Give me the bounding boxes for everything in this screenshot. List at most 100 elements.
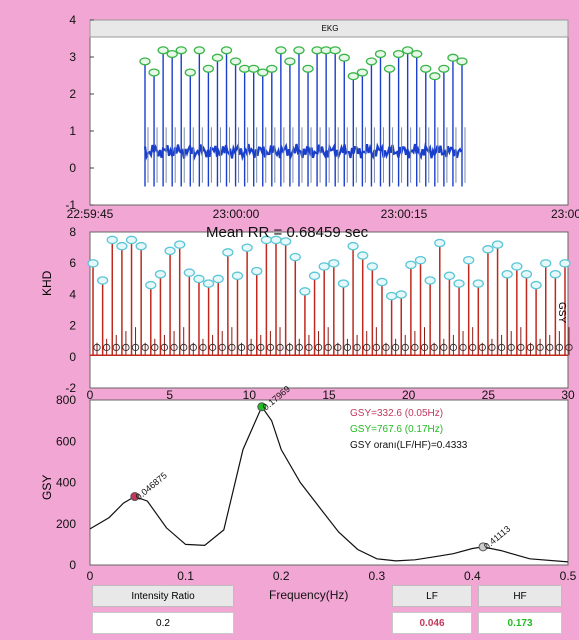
rr-baseline-marker [228, 343, 236, 352]
rr-baseline-marker [363, 343, 371, 352]
rr-baseline-marker [565, 343, 573, 352]
rr-peak-marker [501, 269, 513, 279]
spectrum-ylabel: GSY [40, 474, 54, 500]
rr-baseline-marker [420, 343, 429, 352]
ekg-r-peak-marker [447, 53, 459, 62]
ekg-ytick: 3 [69, 50, 76, 64]
ekg-r-peak-marker [302, 64, 314, 73]
ekg-r-peak-marker [193, 46, 205, 55]
rr-peak-marker [385, 291, 398, 301]
spectrum-xtick: 0.4 [464, 569, 481, 583]
ekg-r-peak-marker [157, 46, 169, 55]
rr-baseline-marker [131, 343, 140, 352]
rr-peak-marker [463, 255, 475, 265]
ekg-xtick: 23:00:15 [381, 207, 428, 221]
rr-peak-marker [549, 269, 562, 279]
rr-peak-marker [106, 235, 118, 245]
rr-baseline-marker [199, 343, 207, 352]
ekg-r-peak-marker [383, 64, 396, 73]
ekg-title: EKG [321, 24, 339, 33]
ekg-r-peak-marker [248, 64, 260, 73]
rr-xtick: 0 [87, 388, 94, 402]
rr-baseline-marker [286, 343, 294, 352]
rr-baseline-marker [218, 343, 226, 352]
spectrum-xtick: 0.3 [368, 569, 385, 583]
rr-baseline-marker [102, 343, 111, 352]
spectrum-xtick: 0.5 [560, 569, 577, 583]
rr-baseline-marker [401, 343, 409, 352]
rr-ytick: 0 [69, 350, 76, 364]
rr-peak-marker [135, 241, 147, 251]
rr-baseline-marker [170, 343, 178, 352]
rr-peak-marker [174, 240, 186, 249]
rr-peak-marker [453, 279, 465, 288]
spectrum-xtick: 0 [87, 569, 94, 583]
rr-baseline-marker [180, 343, 188, 352]
ekg-r-peak-marker [356, 68, 369, 77]
rr-peak-marker [222, 248, 234, 257]
ekg-r-peak-marker [392, 49, 405, 59]
rr-peak-marker [318, 262, 330, 271]
rr-baseline-marker [305, 343, 313, 352]
ekg-r-peak-marker [284, 57, 296, 66]
ekg-r-peak-marker [266, 64, 278, 73]
rr-baseline-marker [314, 343, 323, 352]
rr-peak-marker [241, 243, 253, 252]
rr-baseline-marker [372, 343, 380, 352]
rr-peak-marker [357, 251, 369, 260]
rr-plot-area [89, 231, 569, 389]
rr-xtick: 30 [561, 388, 575, 402]
rr-peak-marker [405, 260, 417, 270]
rr-peak-marker [154, 269, 167, 279]
rr-baseline-marker [112, 343, 120, 352]
rr-peak-marker [347, 241, 359, 251]
ekg-baseline-trace [143, 142, 463, 162]
rr-ytick: 6 [69, 256, 76, 270]
rr-baseline-marker [343, 343, 352, 352]
rr-peak-marker [328, 259, 340, 268]
rr-baseline-marker [295, 343, 303, 352]
rr-baseline-marker [440, 343, 448, 352]
rr-baseline-marker [469, 343, 477, 352]
rr-baseline-marker [276, 343, 284, 352]
rr-baseline-marker [478, 343, 486, 352]
rr-baseline-marker [411, 343, 419, 352]
rr-peak-marker [96, 276, 109, 285]
ekg-r-peak-marker [139, 57, 151, 66]
ekg-r-peak-marker [211, 53, 224, 62]
ekg-r-peak-marker [166, 49, 178, 59]
spectrum-ytick: 400 [56, 476, 76, 490]
rr-peak-marker [116, 241, 128, 251]
rr-peak-marker [395, 290, 407, 299]
hf-value: 0.173 [478, 612, 562, 634]
ekg-r-peak-marker [329, 46, 341, 55]
ekg-r-peak-marker [374, 49, 387, 59]
rr-peak-marker [434, 238, 446, 248]
rr-baseline-marker [237, 343, 246, 352]
spectrum-peak-marker [478, 542, 488, 552]
rr-baseline-marker [334, 343, 342, 352]
rr-baseline-marker [93, 343, 101, 352]
ekg-r-peak-marker [293, 46, 305, 55]
rr-peak-marker [251, 266, 263, 276]
ekg-xtick: 23:00 [551, 207, 579, 221]
rr-peak-marker [511, 262, 523, 271]
rr-peak-marker [491, 240, 504, 249]
ekg-xtick: 22:59:45 [67, 207, 114, 221]
rr-right-label: GSY [556, 302, 567, 324]
rr-xtick: 20 [402, 388, 416, 402]
ekg-r-peak-marker [257, 68, 269, 77]
rr-xtick: 25 [482, 388, 496, 402]
hf-header: HF [478, 585, 562, 607]
ekg-r-peak-marker [148, 68, 160, 77]
rr-baseline-marker [526, 343, 535, 352]
ekg-r-peak-marker [347, 72, 359, 81]
spectrum-ytick: 200 [56, 517, 76, 531]
ekg-r-peak-marker [402, 46, 414, 55]
rr-baseline-marker [488, 343, 496, 352]
rr-ytick: 2 [69, 319, 76, 333]
rr-baseline-marker [122, 343, 130, 352]
rr-baseline-marker [449, 343, 458, 352]
spectrum-peak-marker [130, 492, 140, 502]
rr-peak-marker [414, 255, 427, 265]
